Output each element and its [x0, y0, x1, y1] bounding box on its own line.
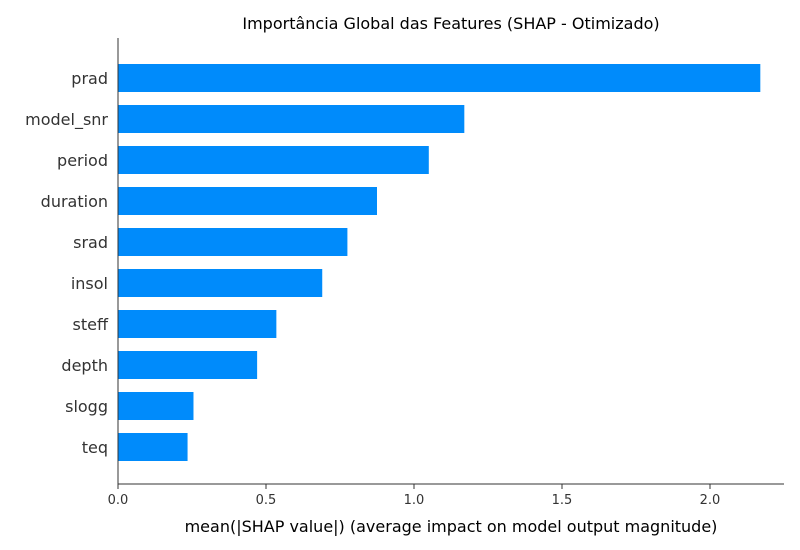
bar-teq: [118, 433, 188, 461]
category-label-insol: insol: [71, 274, 108, 293]
category-label-steff: steff: [73, 315, 109, 334]
bar-steff: [118, 310, 277, 338]
chart-title: Importância Global das Features (SHAP - …: [242, 14, 659, 33]
bar-model-snr: [118, 105, 465, 133]
bar-depth: [118, 351, 258, 379]
x-tick-label: 1.5: [552, 493, 573, 508]
category-label-teq: teq: [82, 438, 108, 457]
bar-duration: [118, 187, 377, 215]
category-label-model-snr: model_snr: [25, 110, 108, 130]
x-tick-label: 0.5: [256, 493, 277, 508]
x-tick-label: 2.0: [700, 493, 721, 508]
bar-insol: [118, 269, 323, 297]
category-label-slogg: slogg: [65, 397, 108, 416]
bar-slogg: [118, 392, 194, 420]
category-label-srad: srad: [73, 233, 108, 252]
category-label-period: period: [57, 151, 108, 170]
x-axis-label: mean(|SHAP value|) (average impact on mo…: [185, 517, 718, 536]
x-tick-label: 1.0: [404, 493, 425, 508]
bars-group: [118, 64, 761, 461]
bar-period: [118, 146, 429, 174]
bar-srad: [118, 228, 348, 256]
category-label-duration: duration: [41, 192, 108, 211]
x-ticks: 0.0 0.5 1.0 1.5 2.0: [108, 484, 721, 508]
category-label-depth: depth: [61, 356, 108, 375]
category-label-prad: prad: [71, 69, 108, 88]
bar-prad: [118, 64, 761, 92]
x-tick-label: 0.0: [108, 493, 129, 508]
